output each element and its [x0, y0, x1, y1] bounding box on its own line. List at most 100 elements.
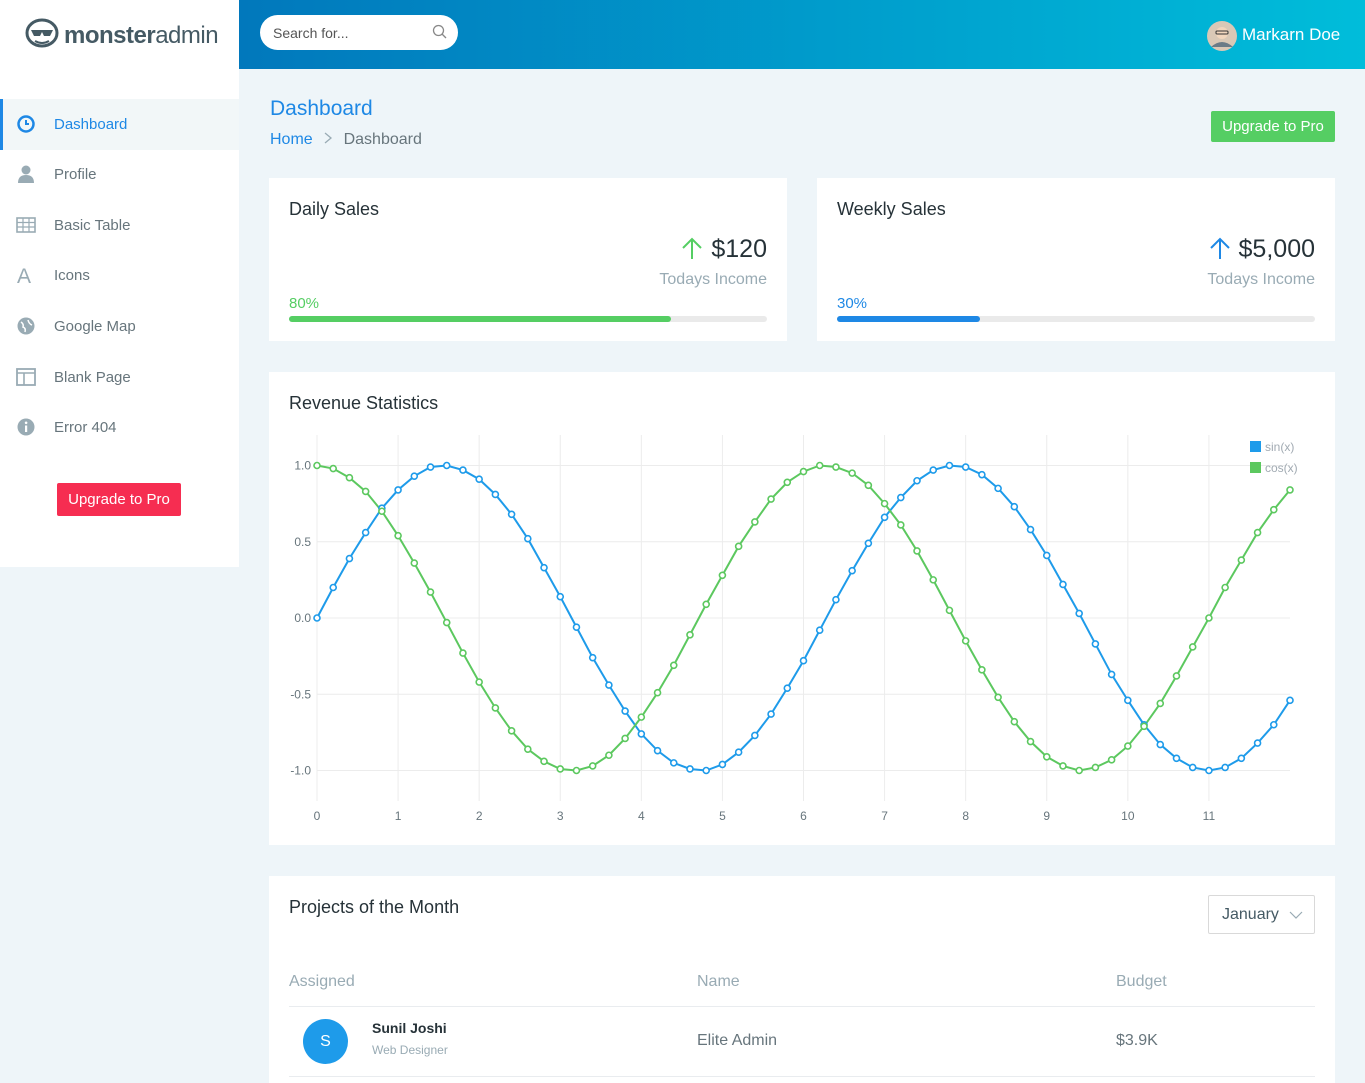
data-point	[799, 656, 808, 665]
user-name[interactable]: Markarn Doe	[1242, 25, 1341, 44]
stat-card: Weekly Sales $5,000 Todays Income 30%	[817, 178, 1335, 341]
data-point	[491, 490, 500, 499]
data-point	[1075, 766, 1083, 775]
logo-icon	[25, 18, 59, 48]
data-point	[361, 487, 370, 496]
nav-label: Icons	[54, 267, 90, 284]
avatar-initial: S	[303, 1019, 348, 1064]
data-point	[1205, 766, 1213, 775]
data-point	[621, 734, 629, 743]
data-point	[1156, 699, 1165, 708]
x-tick-label: 1	[395, 809, 402, 823]
card-amount: $5,000	[1209, 235, 1315, 264]
nav-label: Basic Table	[54, 217, 131, 234]
data-point	[1205, 614, 1213, 622]
data-point	[1221, 763, 1229, 772]
x-tick-label: 5	[719, 809, 726, 823]
nav-item[interactable]: Profile	[0, 149, 239, 200]
y-tick-label: 0.5	[294, 535, 311, 549]
y-tick-label: -1.0	[290, 764, 311, 778]
data-point	[605, 681, 613, 689]
nav-item[interactable]: Google Map	[0, 301, 239, 352]
sidebar-upgrade-button[interactable]: Upgrade to Pro	[57, 483, 181, 516]
legend-label: cos(x)	[1265, 461, 1298, 475]
data-point	[734, 748, 743, 757]
avatar[interactable]	[1206, 20, 1238, 52]
data-point	[524, 534, 532, 543]
breadcrumb-link[interactable]: Home	[270, 131, 313, 148]
search-box[interactable]: Search for...	[260, 15, 458, 50]
data-point	[686, 765, 694, 773]
projects-title: Projects of the Month	[289, 897, 460, 917]
breadcrumb-current: Dashboard	[343, 131, 422, 148]
nav-item[interactable]: Dashboard	[0, 99, 239, 150]
data-point	[1140, 722, 1148, 731]
nav-item[interactable]: A Icons	[0, 250, 239, 301]
upgrade-button[interactable]: Upgrade to Pro	[1211, 111, 1335, 142]
data-point	[961, 463, 970, 471]
nav-label: Dashboard	[54, 116, 128, 133]
logo[interactable]: monsteradmin	[0, 0, 239, 69]
nav-label: Blank Page	[54, 369, 131, 386]
nav-label: Error 404	[54, 419, 117, 436]
data-point	[994, 693, 1002, 702]
data-point	[313, 614, 321, 622]
data-point	[459, 649, 467, 657]
data-point	[491, 704, 500, 712]
data-point	[1172, 672, 1181, 680]
data-point	[572, 623, 581, 631]
data-point	[783, 684, 792, 692]
sidebar: Dashboard Profile Basic Table A Icons Go…	[0, 69, 239, 567]
progress-label: 80%	[289, 295, 320, 312]
nav-item[interactable]: Basic Table	[0, 200, 239, 251]
nav-item[interactable]: Error 404	[0, 402, 239, 453]
data-point	[783, 478, 792, 487]
divider	[289, 1006, 1315, 1007]
data-point	[702, 600, 711, 609]
card-amount: $120	[682, 235, 767, 264]
data-point	[832, 595, 840, 604]
up-arrow	[682, 237, 703, 259]
data-point	[1042, 752, 1051, 761]
data-point	[572, 766, 581, 775]
breadcrumb-separator	[324, 132, 333, 144]
data-point	[864, 539, 873, 548]
chart-card: Revenue Statistics -1.0 -0.5 0.0 0.5 1.0 0 1 2 3…	[269, 372, 1335, 845]
data-point	[329, 583, 338, 592]
data-point	[815, 626, 824, 635]
data-point	[426, 463, 435, 471]
nav-icon	[17, 418, 35, 436]
column-header: Assigned	[289, 973, 355, 990]
data-point	[1124, 742, 1132, 750]
x-tick-label: 0	[314, 809, 321, 823]
logo-light: admin	[155, 22, 219, 49]
data-point	[702, 766, 711, 775]
card-caption: Todays Income	[659, 271, 767, 288]
data-point	[426, 588, 435, 596]
progress-track	[289, 316, 767, 322]
x-tick-label: 8	[962, 809, 969, 823]
month-value: January	[1222, 906, 1279, 923]
data-point	[848, 469, 856, 477]
data-point	[621, 707, 629, 715]
data-point	[799, 467, 808, 476]
chart-title: Revenue Statistics	[289, 393, 439, 413]
data-point	[1286, 486, 1294, 494]
data-point	[994, 484, 1002, 493]
nav-label: Profile	[54, 166, 97, 183]
person-name: Sunil Joshi	[372, 1020, 447, 1036]
data-point	[1010, 502, 1019, 511]
data-point	[864, 481, 873, 490]
nav-item[interactable]: Blank Page	[0, 352, 239, 403]
data-point	[1075, 609, 1083, 618]
data-point	[329, 464, 338, 473]
x-tick-label: 11	[1203, 809, 1216, 823]
data-point	[880, 499, 889, 508]
month-select[interactable]: January	[1208, 895, 1315, 934]
data-point	[1042, 551, 1051, 560]
data-point	[880, 513, 889, 522]
x-tick-label: 4	[638, 809, 645, 823]
data-point	[734, 542, 743, 551]
logo-bold: monster	[64, 22, 156, 49]
